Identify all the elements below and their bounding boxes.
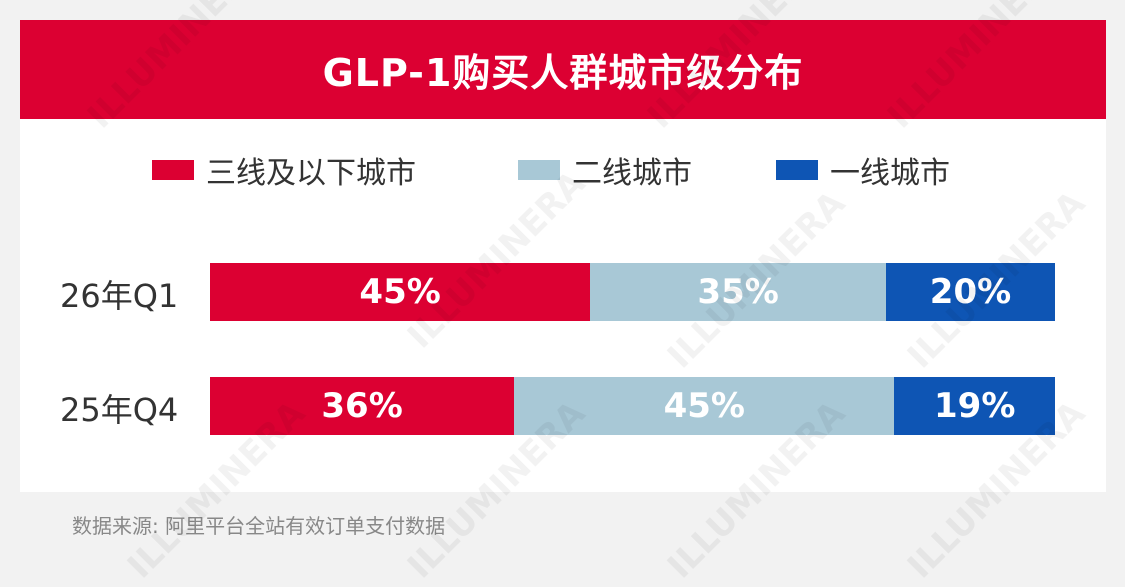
legend-item-tier2: 二线城市 bbox=[518, 148, 692, 192]
legend-label-tier1: 一线城市 bbox=[830, 156, 950, 191]
legend-item-tier1: 一线城市 bbox=[776, 148, 950, 192]
chart-title: GLP-1购买人群城市级分布 bbox=[322, 51, 804, 95]
data-label: 36% bbox=[321, 386, 403, 426]
legend-label-tier3: 三线及以下城市 bbox=[206, 156, 416, 191]
bar-segment: 36% bbox=[210, 377, 515, 435]
category-label: 26年Q1 bbox=[60, 277, 179, 315]
category-label: 25年Q4 bbox=[60, 391, 179, 429]
legend-label-tier2: 二线城市 bbox=[572, 156, 692, 191]
title-bar: GLP-1购买人群城市级分布 bbox=[20, 20, 1106, 119]
source-note: 数据来源: 阿里平台全站有效订单支付数据 bbox=[72, 514, 446, 538]
bar-segment: 19% bbox=[894, 377, 1055, 435]
data-label: 45% bbox=[663, 386, 745, 426]
data-label: 19% bbox=[934, 386, 1016, 426]
data-label: 35% bbox=[697, 272, 779, 312]
legend-item-tier3: 三线及以下城市 bbox=[152, 148, 416, 192]
legend-swatch-tier1 bbox=[776, 160, 818, 180]
data-label: 20% bbox=[929, 272, 1012, 312]
stacked-bar: 45% 35% 20% bbox=[210, 263, 1055, 321]
legend-swatch-tier2 bbox=[518, 160, 560, 180]
stacked-bar: 36% 45% 19% bbox=[210, 377, 1055, 435]
bar-segment: 45% bbox=[210, 263, 591, 321]
legend: 三线及以下城市 二线城市 一线城市 bbox=[0, 148, 1125, 192]
legend-swatch-tier3 bbox=[152, 160, 194, 180]
data-label: 45% bbox=[359, 272, 441, 312]
bar-segment: 35% bbox=[590, 263, 886, 321]
bar-segment: 45% bbox=[514, 377, 895, 435]
bar-segment: 20% bbox=[886, 263, 1055, 321]
